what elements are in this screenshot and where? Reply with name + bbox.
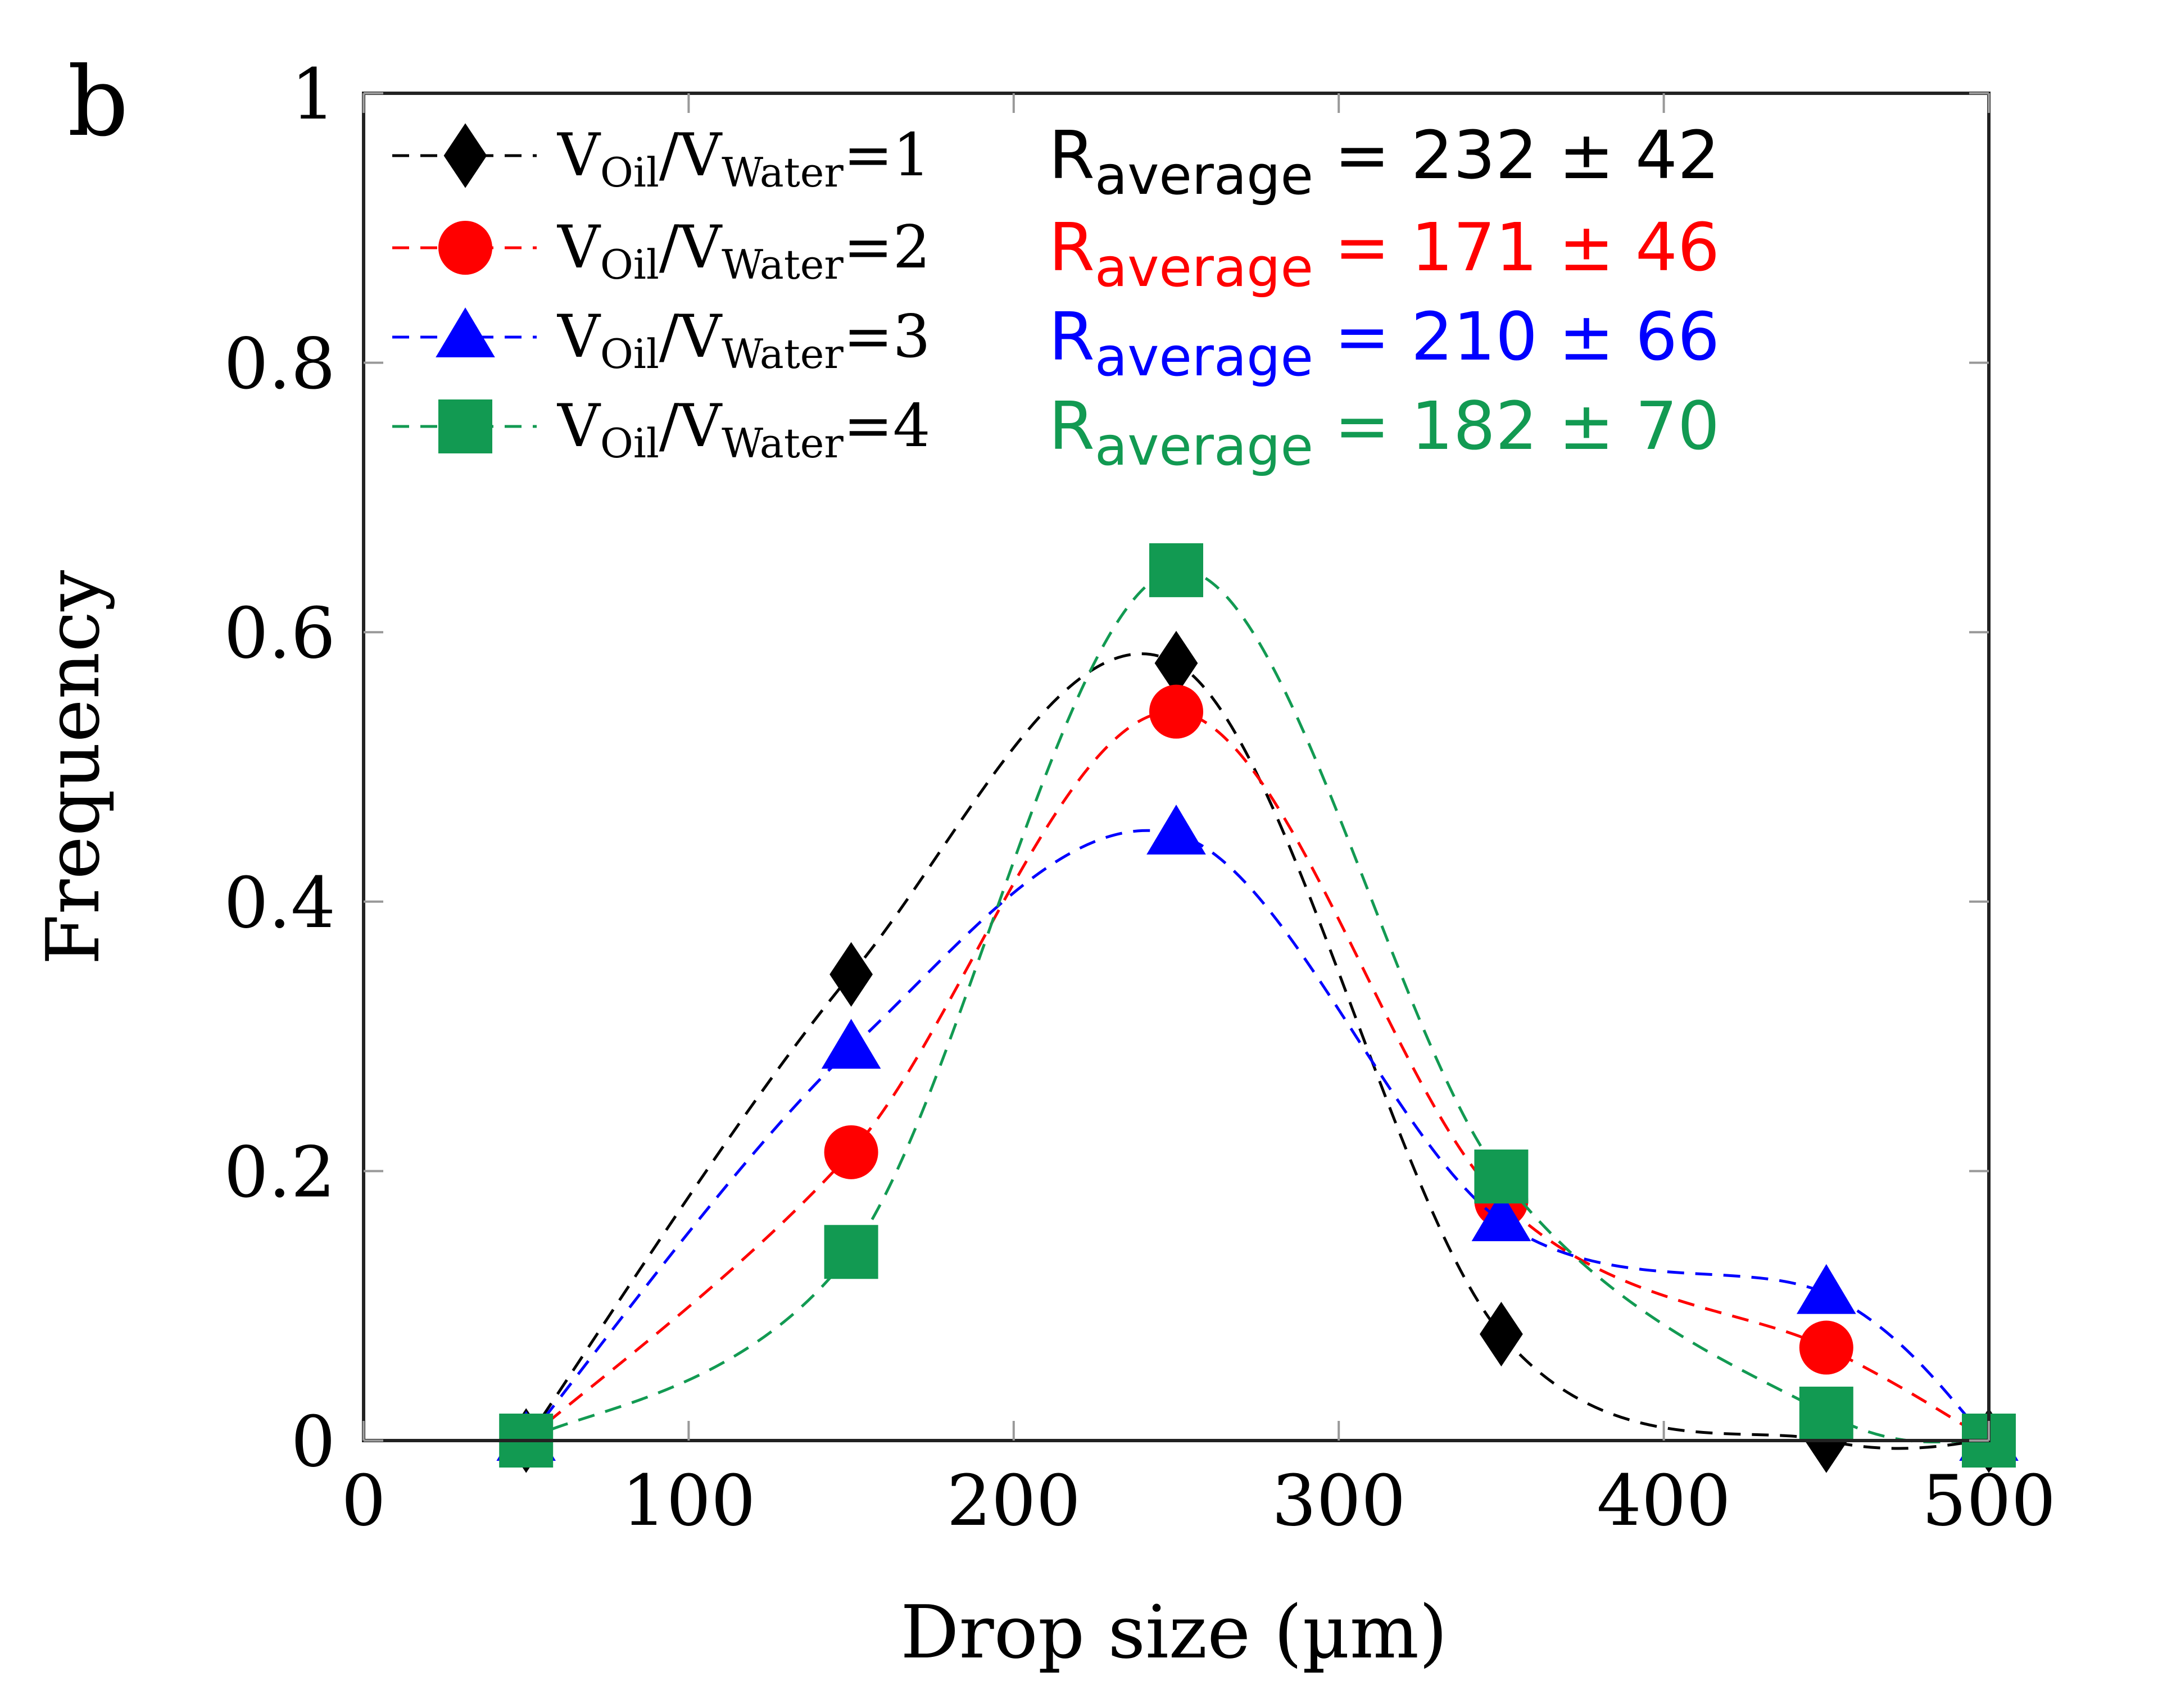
y-tick-label: 0.8 <box>224 324 336 405</box>
circle-marker <box>438 221 492 275</box>
panel-label: b <box>67 47 129 158</box>
triangle-marker <box>1146 805 1206 855</box>
average-radius-annotation: Raverage = 232 ± 42 <box>1049 116 1720 207</box>
x-tick-label: 500 <box>1922 1460 2056 1542</box>
legend-entry-4: VOil/VWater=4 Raverage = 182 ± 70 <box>392 387 1720 478</box>
legend-label: VOil/VWater=2 <box>556 213 931 288</box>
average-radius-annotation: Raverage = 171 ± 46 <box>1049 208 1720 299</box>
series-3 <box>496 805 2019 1461</box>
triangle-marker <box>821 1019 881 1069</box>
triangle-marker <box>436 307 495 357</box>
legend-label: VOil/VWater=3 <box>556 302 931 378</box>
circle-marker <box>1799 1320 1853 1375</box>
diamond-marker <box>443 123 487 188</box>
y-tick-label: 1 <box>291 54 336 135</box>
series-2 <box>499 684 2016 1468</box>
y-tick-label: 0.6 <box>224 593 336 674</box>
legend-label: VOil/VWater=4 <box>556 392 931 467</box>
x-tick-label: 100 <box>622 1460 756 1542</box>
square-marker <box>824 1225 878 1279</box>
triangle-marker <box>1471 1191 1531 1242</box>
x-tick-label: 0 <box>341 1460 386 1542</box>
circle-marker <box>1149 684 1203 739</box>
circle-marker <box>824 1125 878 1179</box>
y-tick-label: 0.2 <box>224 1132 336 1213</box>
x-tick-label: 400 <box>1597 1460 1731 1542</box>
average-radius-annotation: Raverage = 210 ± 66 <box>1049 298 1720 388</box>
series-line <box>525 652 1989 1450</box>
series-4 <box>499 543 2016 1468</box>
average-radius-annotation: Raverage = 182 ± 70 <box>1049 387 1720 478</box>
x-tick-label: 300 <box>1272 1460 1406 1542</box>
series-line <box>525 710 1990 1442</box>
diamond-marker <box>1154 630 1198 696</box>
x-axis-label: Drop size (µm) <box>900 1589 1447 1675</box>
y-tick-label: 0 <box>291 1401 336 1483</box>
diamond-marker <box>829 942 873 1007</box>
legend-entry-1: VOil/VWater=1 Raverage = 232 ± 42 <box>392 116 1720 207</box>
square-marker <box>438 399 492 453</box>
legend-entry-3: VOil/VWater=3 Raverage = 210 ± 66 <box>392 298 1720 388</box>
square-marker <box>1799 1387 1853 1441</box>
y-tick-label: 0.4 <box>224 862 336 944</box>
plot-frame <box>362 92 1991 1442</box>
legend-entry-2: VOil/VWater=2 Raverage = 171 ± 46 <box>392 208 1720 299</box>
square-marker <box>1149 543 1203 597</box>
triangle-marker <box>1797 1264 1856 1314</box>
x-tick-label: 200 <box>947 1460 1081 1542</box>
legend-label: VOil/VWater=1 <box>556 121 931 196</box>
series-1 <box>504 630 2011 1473</box>
y-axis-label: Frequency <box>30 570 116 965</box>
square-marker <box>1474 1149 1529 1203</box>
series-line <box>525 569 1989 1443</box>
diamond-marker <box>1480 1301 1523 1367</box>
